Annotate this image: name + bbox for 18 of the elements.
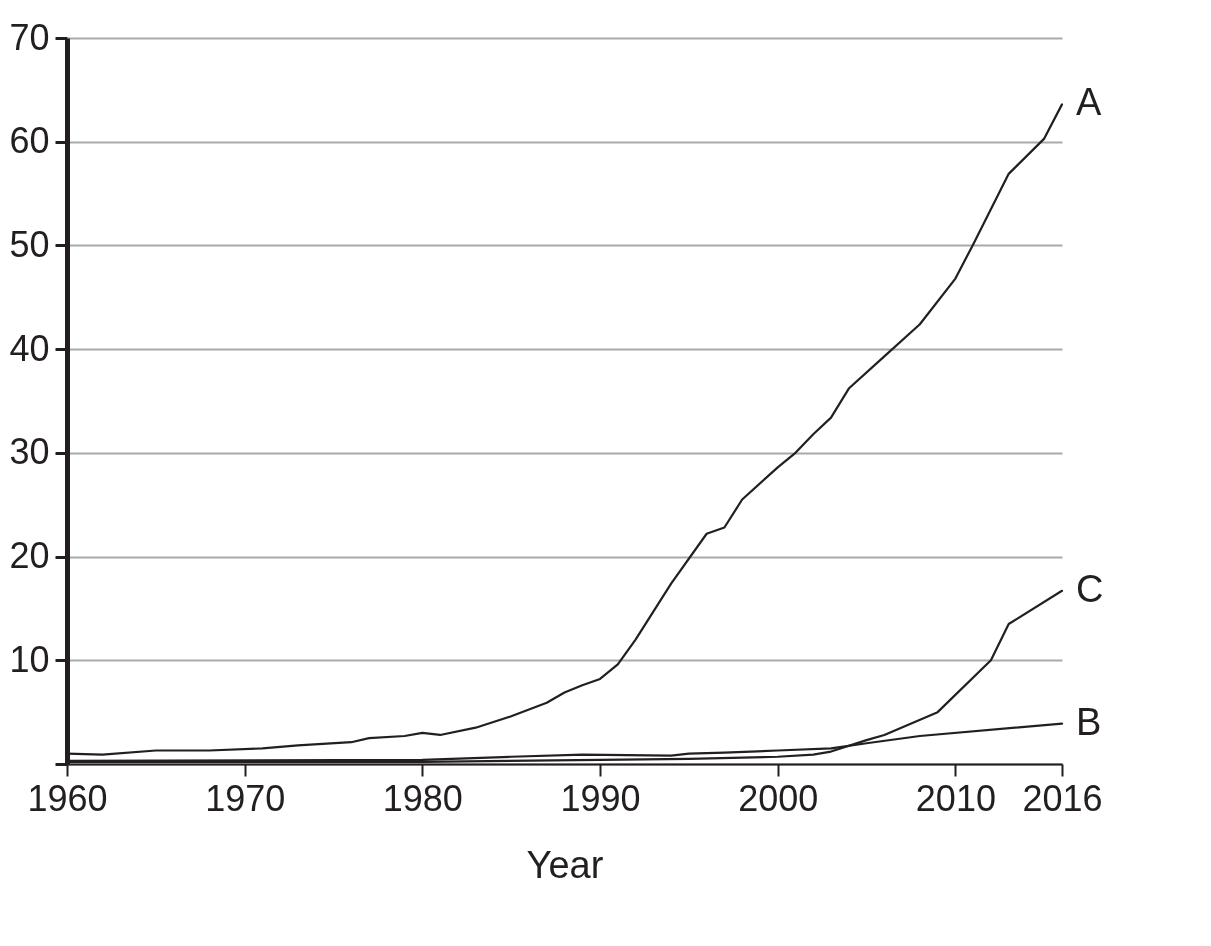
series-label: A [1076, 81, 1102, 124]
y-tick-label: 60 [9, 120, 50, 162]
x-tick-label: 2016 [1022, 777, 1103, 819]
series-label: C [1076, 567, 1104, 610]
y-tick-label: 50 [9, 223, 50, 265]
x-axis-title: Year [526, 843, 604, 886]
y-tick-label: 30 [9, 431, 50, 473]
y-tick-label: 10 [9, 638, 50, 680]
x-tick-label: 2000 [738, 777, 819, 819]
y-tick-label: 70 [9, 16, 50, 58]
y-tick-label: 40 [9, 327, 50, 369]
x-tick-label: 2010 [915, 777, 996, 819]
x-tick-label: 1990 [560, 777, 641, 819]
series-label: B [1076, 700, 1102, 743]
x-tick-label: 1960 [27, 777, 108, 819]
x-tick-label: 1970 [205, 777, 286, 819]
x-tick-label: 1980 [382, 777, 463, 819]
y-tick-label: 20 [9, 535, 50, 577]
